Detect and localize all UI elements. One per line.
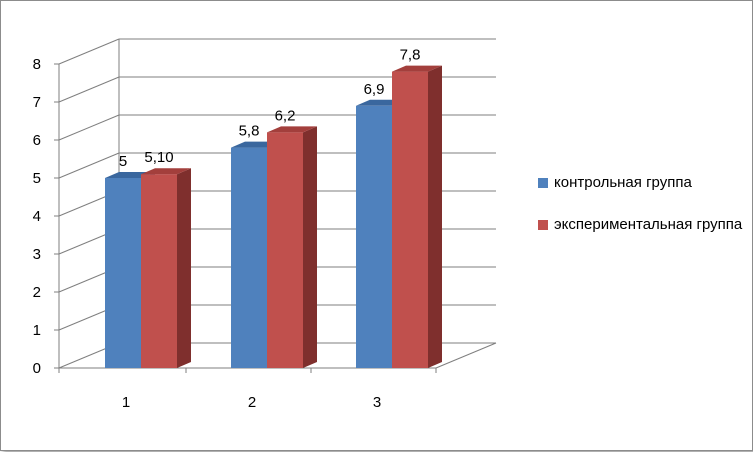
bar-top-s2-3 (392, 65, 442, 72)
x-tick-label: 1 (122, 394, 130, 411)
bar-side-s2-1 (177, 168, 191, 368)
bar-front-s1-2 (231, 147, 267, 368)
data-label-s2-3: 7,8 (400, 47, 421, 64)
legend-swatch-experimental (538, 220, 548, 230)
y-tick-label: 8 (33, 56, 41, 73)
side-wall-line (58, 38, 120, 65)
bar-front-s2-1 (141, 174, 177, 368)
data-label-s2-2: 6,2 (275, 107, 296, 124)
y-tick-label: 2 (33, 284, 41, 301)
side-wall-line (58, 114, 120, 141)
y-tick-label: 7 (33, 94, 41, 111)
bar-top-s2-1 (141, 168, 191, 175)
bar-side-s2-2 (303, 126, 317, 369)
legend-label-experimental: экспериментальная группа (554, 216, 743, 233)
y-tick-label: 4 (33, 208, 41, 225)
floor-right-edge (435, 342, 497, 369)
bar-front-s2-3 (392, 71, 428, 368)
data-label-s1-1: 5 (119, 153, 127, 170)
y-tick-label: 5 (33, 170, 41, 187)
data-label-s1-3: 6,9 (364, 81, 385, 98)
legend-item-experimental: экспериментальная группа (538, 213, 743, 237)
side-wall-line (58, 152, 120, 179)
legend-item-control: контрольная группа (538, 171, 743, 195)
x-tick-label: 3 (373, 394, 381, 411)
bar-top-s2-2 (267, 126, 317, 133)
bar-front-s1-3 (356, 105, 392, 369)
bar-front-s1-1 (105, 178, 141, 368)
side-wall-line (58, 76, 120, 103)
legend-label-control: контрольная группа (554, 174, 692, 191)
y-tick-label: 3 (33, 246, 41, 263)
legend-swatch-control (538, 178, 548, 188)
legend: контрольная группа экспериментальная гру… (538, 171, 743, 255)
data-label-s2-1: 5,10 (144, 149, 173, 166)
y-tick-label: 1 (33, 322, 41, 339)
x-tick-label: 2 (248, 394, 256, 411)
y-tick-label: 6 (33, 132, 41, 149)
bar-side-s2-3 (428, 65, 442, 368)
bar-front-s2-2 (267, 132, 303, 368)
y-tick-label: 0 (33, 360, 41, 377)
data-label-s1-2: 5,8 (239, 123, 260, 140)
